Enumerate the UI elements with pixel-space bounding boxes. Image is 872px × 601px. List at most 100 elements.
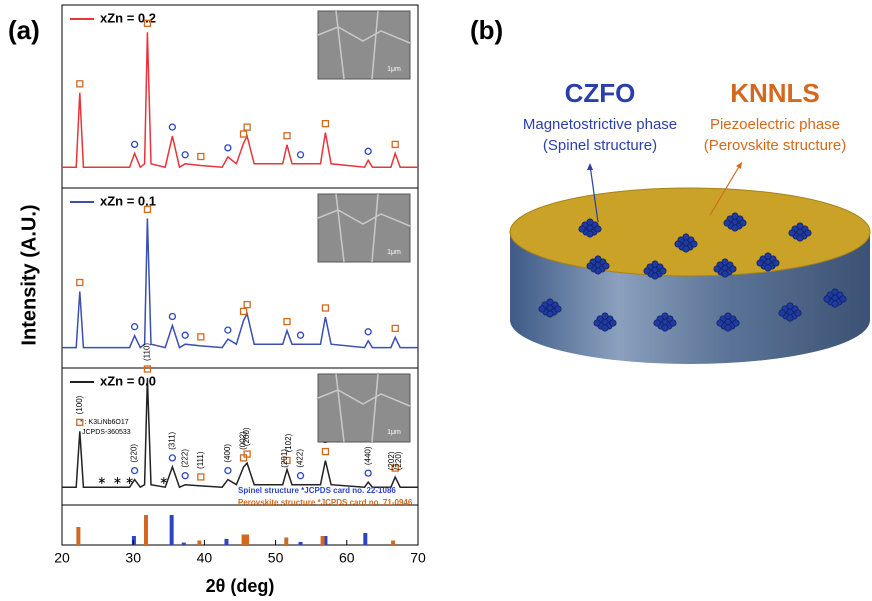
spinel-marker xyxy=(365,148,371,154)
cluster-particle xyxy=(787,303,793,309)
y-axis-label: Intensity (A.U.) xyxy=(18,204,40,345)
arrowhead xyxy=(587,163,593,170)
reference-bar xyxy=(245,535,249,546)
perovskite-marker xyxy=(198,474,204,480)
cluster-particle xyxy=(662,313,668,319)
perovskite-marker xyxy=(198,334,204,340)
miller-index: (110) xyxy=(143,343,152,361)
cluster-particle xyxy=(733,320,739,326)
cluster-particle xyxy=(722,259,728,265)
cluster-particle xyxy=(732,225,738,231)
cluster-particle xyxy=(652,273,658,279)
impurity-marker: ∗ xyxy=(97,475,106,487)
cluster-particle xyxy=(683,246,689,252)
cluster-particle xyxy=(789,230,795,236)
cluster-particle xyxy=(595,256,601,262)
perovskite-marker xyxy=(241,131,247,137)
impurity-note: JCPDS-360533 xyxy=(82,429,131,436)
cluster-particle xyxy=(675,241,681,247)
cluster-particle xyxy=(670,320,676,326)
cluster-particle xyxy=(644,268,650,274)
knnls-title: KNNLS xyxy=(730,78,820,108)
cluster-particle xyxy=(652,261,658,267)
panel-label: (a) xyxy=(8,15,40,45)
miller-index: (220) xyxy=(130,444,139,463)
reference-bar xyxy=(321,536,325,545)
cluster-particle xyxy=(779,310,785,316)
cluster-particle xyxy=(725,313,731,319)
cluster-particle xyxy=(539,306,545,312)
spinel-marker xyxy=(169,455,175,461)
perovskite-marker xyxy=(322,449,328,455)
spinel-marker xyxy=(225,327,231,333)
arrowhead xyxy=(736,162,742,169)
cluster-particle xyxy=(594,320,600,326)
cluster-particle xyxy=(603,263,609,269)
cluster-particle xyxy=(595,226,601,232)
miller-index: (311) xyxy=(167,431,176,449)
x-tick-label: 70 xyxy=(410,550,426,566)
cluster-particle xyxy=(587,263,593,269)
perovskite-marker xyxy=(77,81,83,87)
cluster-particle xyxy=(724,220,730,226)
spinel-marker xyxy=(182,473,188,479)
inset-scale: 1μm xyxy=(387,429,401,436)
cluster-particle xyxy=(840,296,846,302)
spinel-marker xyxy=(132,141,138,147)
miller-index: (220) xyxy=(394,451,403,470)
impurity-marker: ∗ xyxy=(113,475,122,487)
cluster-particle xyxy=(547,299,553,305)
reference-bar xyxy=(391,541,395,546)
x-tick-label: 20 xyxy=(54,550,70,566)
impurity-note: * : K3LiNb6O17 xyxy=(80,419,129,426)
miller-index: (200) xyxy=(242,427,251,446)
cluster-particle xyxy=(797,223,803,229)
cluster-particle xyxy=(832,301,838,307)
reference-bar xyxy=(144,515,148,545)
cluster-particle xyxy=(787,315,793,321)
cluster-particle xyxy=(797,235,803,241)
cluster-particle xyxy=(662,325,668,331)
spinel-marker xyxy=(225,145,231,151)
reference-bar xyxy=(182,543,186,545)
spinel-marker xyxy=(182,332,188,338)
spinel-marker xyxy=(298,473,304,479)
perovskite-marker xyxy=(244,302,250,308)
legend-label: xZn = 0.0 xyxy=(100,373,156,388)
cluster-particle xyxy=(595,268,601,274)
reference-bar xyxy=(132,536,136,545)
reference-bar xyxy=(170,515,174,545)
cluster-particle xyxy=(602,313,608,319)
spinel-marker xyxy=(298,332,304,338)
cluster-particle xyxy=(805,230,811,236)
reference-bar xyxy=(224,539,228,545)
reference-label: Spinel structure *JCPDS card no. 22-1086 xyxy=(238,486,396,495)
czfo-title: CZFO xyxy=(565,78,636,108)
disk-top xyxy=(510,188,870,276)
cluster-particle xyxy=(795,310,801,316)
cluster-particle xyxy=(740,220,746,226)
cluster-particle xyxy=(730,266,736,272)
cluster-particle xyxy=(832,289,838,295)
cluster-particle xyxy=(587,231,593,237)
cluster-particle xyxy=(714,266,720,272)
miller-index: (422) xyxy=(296,449,305,468)
perovskite-marker xyxy=(77,280,83,286)
czfo-text: Magnetostrictive phase xyxy=(523,116,677,133)
cluster-particle xyxy=(722,271,728,277)
reference-bar xyxy=(197,541,201,546)
cluster-particle xyxy=(547,311,553,317)
miller-index: (102) xyxy=(284,433,293,452)
cluster-particle xyxy=(717,320,723,326)
figure: (a) (b) Intensity (A.U.) * : K3LiNb6O17 … xyxy=(0,0,872,601)
knnls-text: (Perovskite structure) xyxy=(704,137,847,154)
spinel-marker xyxy=(365,470,371,476)
knnls-text: Piezoelectric phase xyxy=(710,116,840,133)
reference-bar xyxy=(76,527,80,545)
reference-label: Perovskite structure *JCPDS card no. 71-… xyxy=(238,498,413,507)
spinel-marker xyxy=(169,124,175,130)
czfo-text: (Spinel structure) xyxy=(543,137,657,154)
inset-scale: 1μm xyxy=(387,249,401,256)
panel-label: (b) xyxy=(470,15,503,45)
cluster-particle xyxy=(579,226,585,232)
